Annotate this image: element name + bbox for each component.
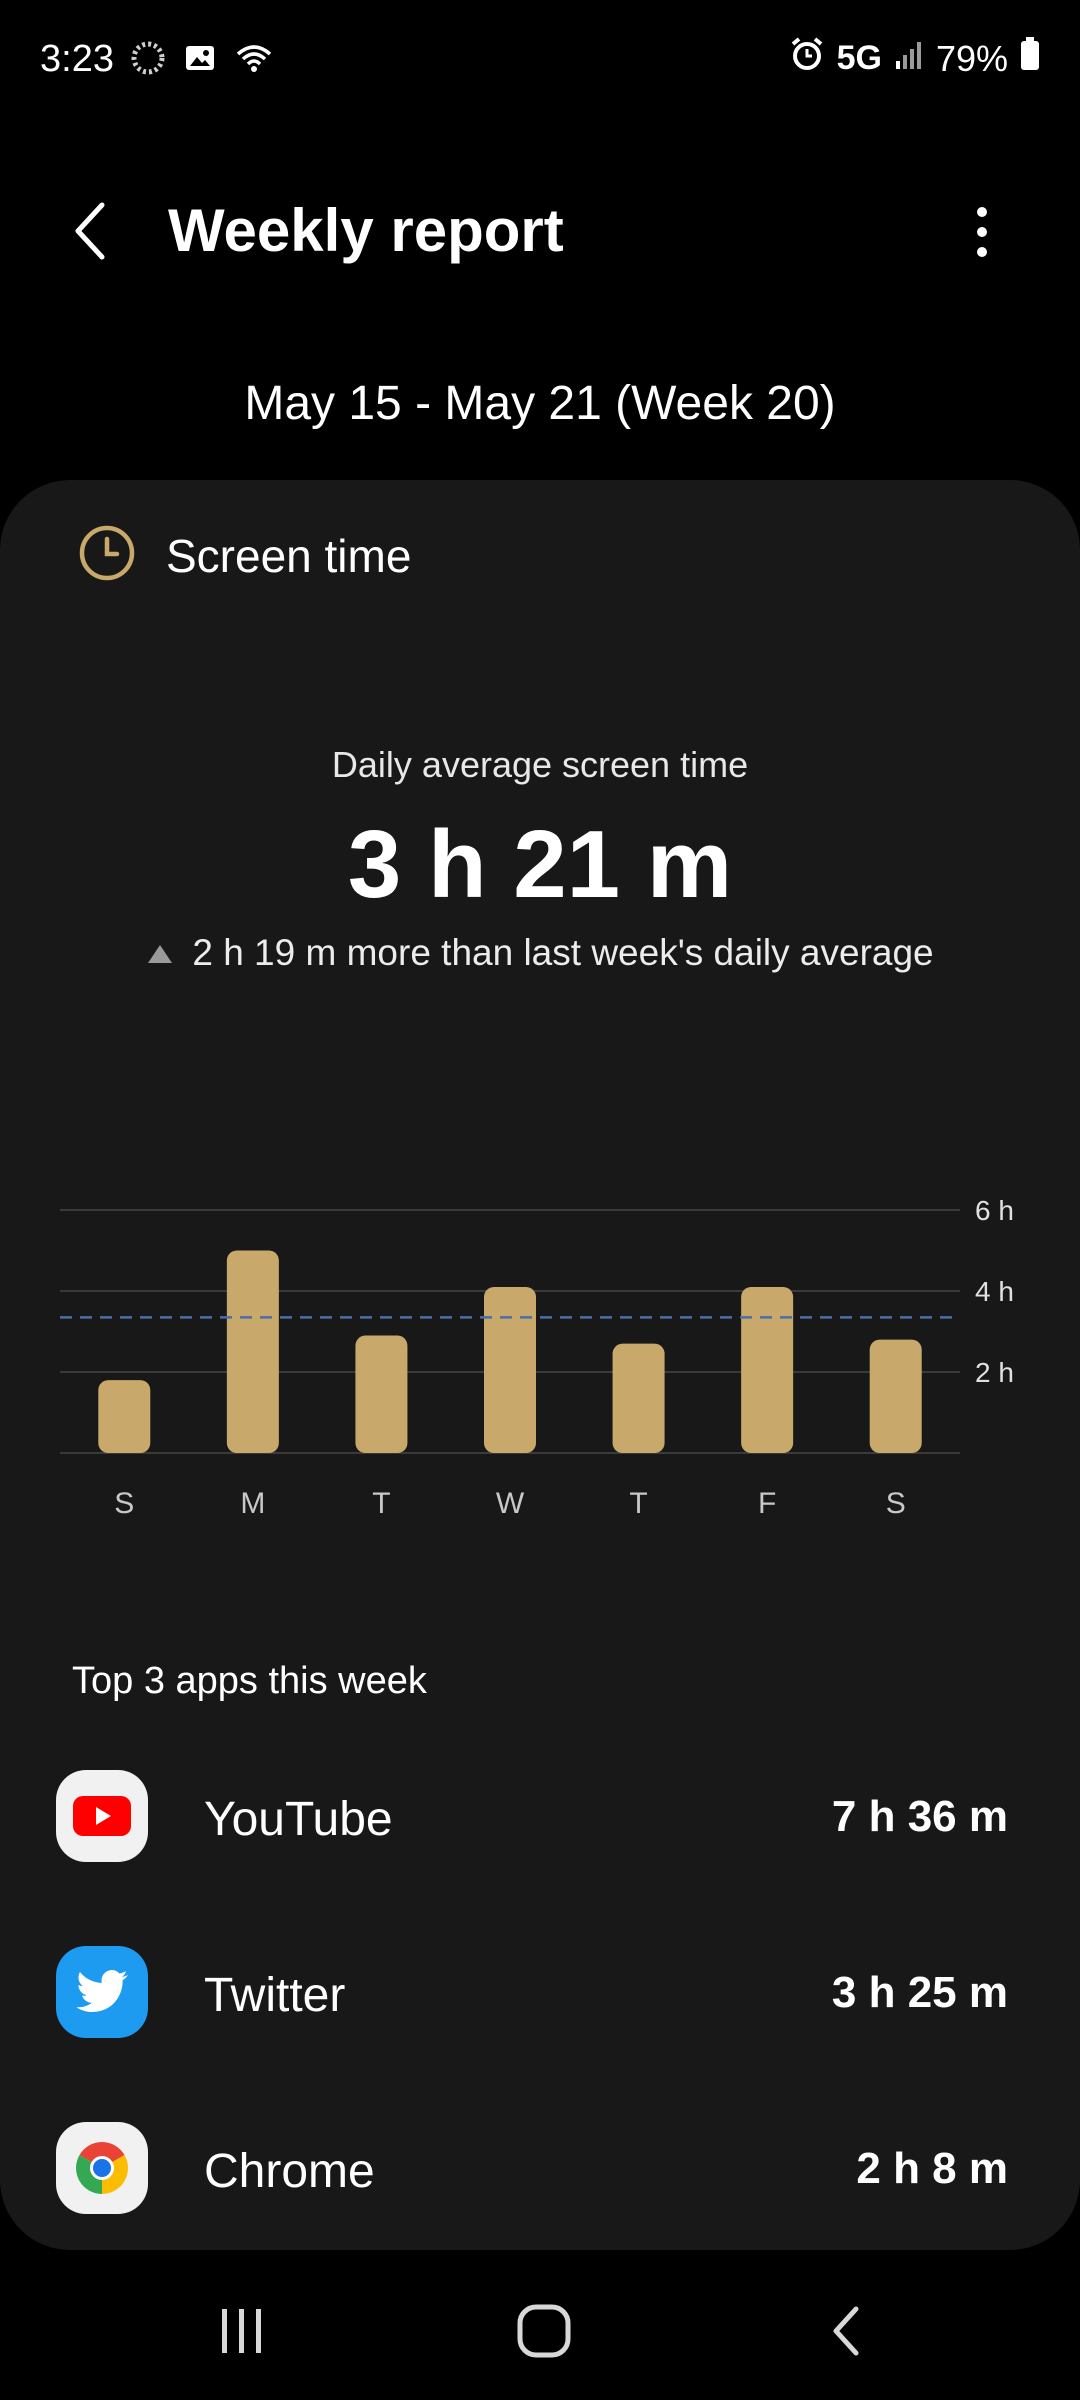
card-title: Screen time	[166, 529, 412, 582]
app-time: 7 h 36 m	[831, 1792, 1008, 1841]
navigation-bar	[0, 2260, 1080, 2400]
back-button[interactable]	[60, 196, 120, 266]
twitter-icon	[56, 1946, 148, 2038]
home-button[interactable]	[504, 2296, 584, 2366]
x-tick-label: M	[240, 1487, 265, 1520]
bar-0	[98, 1380, 151, 1453]
bar-4	[612, 1343, 665, 1453]
comparison-text: 2 h 19 m more than last week's daily ave…	[192, 932, 934, 973]
app-name: YouTube	[204, 1793, 393, 1846]
y-tick-label: 6 h	[975, 1195, 1014, 1226]
bar-1	[226, 1250, 279, 1453]
back-arrow-icon	[75, 202, 105, 260]
status-notification-icons	[130, 40, 274, 81]
y-tick-label: 2 h	[975, 1357, 1014, 1388]
status-time: 3:23	[40, 38, 114, 80]
comparison-row: 2 h 19 m more than last week's daily ave…	[0, 932, 1080, 974]
app-row-youtube[interactable]: YouTube 7 h 36 m	[0, 1750, 1080, 1880]
avg-label: Daily average screen time	[331, 744, 749, 785]
app-name: Twitter	[204, 1969, 346, 2022]
top-apps-heading: Top 3 apps this week	[72, 1660, 427, 1702]
app-row-chrome[interactable]: Chrome 2 h 8 m	[0, 2102, 1080, 2232]
week-range: May 15 - May 21 (Week 20)	[244, 377, 836, 430]
card-header: Screen time	[78, 524, 411, 587]
back-chevron-icon	[833, 2306, 859, 2356]
battery-percent: 79%	[935, 37, 1008, 79]
x-tick-label: T	[372, 1487, 390, 1520]
wifi-icon	[234, 42, 274, 79]
x-tick-label: T	[629, 1487, 647, 1520]
clock-icon	[78, 524, 136, 587]
more-vert-icon	[977, 207, 987, 257]
loading-icon	[130, 40, 166, 81]
x-tick-label: F	[758, 1487, 776, 1520]
system-back-button[interactable]	[806, 2296, 886, 2366]
bar-2	[355, 1335, 408, 1453]
status-right-group: 5G 79%	[789, 36, 1040, 81]
youtube-icon	[56, 1770, 148, 1862]
signal-icon	[894, 38, 924, 80]
bar-6	[869, 1339, 922, 1453]
app-time: 3 h 25 m	[831, 1968, 1008, 2017]
status-bar: 3:23	[0, 0, 1080, 120]
more-options-button[interactable]	[960, 200, 1004, 264]
bar-3	[484, 1286, 536, 1453]
screen-time-chart: 2 h 4 h 6 h S M T W T F S	[60, 1195, 1014, 1520]
x-tick-label: S	[886, 1487, 906, 1520]
gallery-icon	[184, 42, 216, 79]
app-time: 2 h 8 m	[856, 2144, 1008, 2193]
y-tick-label: 4 h	[975, 1276, 1014, 1307]
screen-time-card: Screen time Daily average screen time 3 …	[0, 480, 1080, 2250]
page-title: Weekly report	[168, 197, 564, 264]
app-name: Chrome	[204, 2145, 375, 2198]
avg-value: 3 h 21 m	[347, 811, 733, 918]
recent-apps-button[interactable]	[202, 2296, 282, 2366]
alarm-icon	[789, 36, 825, 81]
battery-icon	[1020, 37, 1040, 80]
network-type: 5G	[836, 39, 882, 77]
triangle-up-icon	[146, 932, 174, 974]
home-icon	[517, 2304, 571, 2358]
x-tick-label: W	[496, 1487, 525, 1520]
chrome-icon	[56, 2122, 148, 2214]
app-row-twitter[interactable]: Twitter 3 h 25 m	[0, 1926, 1080, 2056]
bar-5	[741, 1286, 794, 1453]
recent-apps-icon	[222, 2309, 261, 2353]
x-tick-label: S	[114, 1487, 134, 1520]
